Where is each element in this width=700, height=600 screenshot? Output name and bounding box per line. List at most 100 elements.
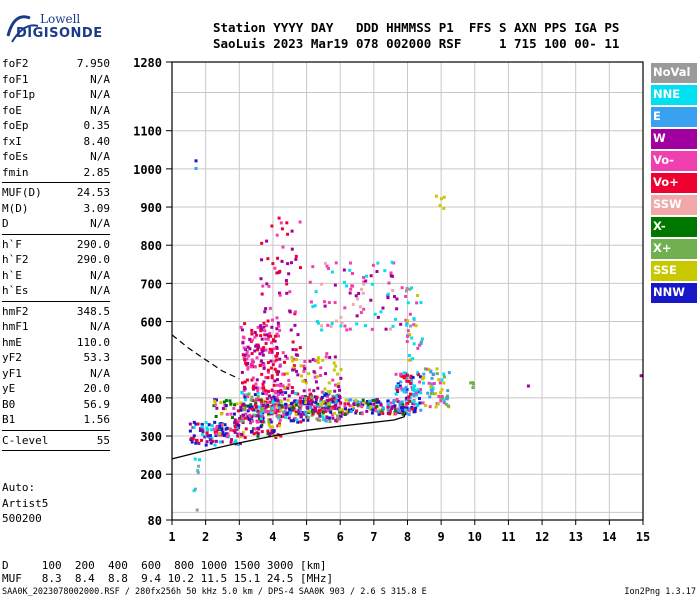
echo-point [381,411,385,415]
echo-point [398,404,402,408]
echo-point [362,282,366,286]
echo-point [281,410,285,414]
echo-point [266,432,270,436]
echo-point [408,381,412,385]
echo-point [261,382,265,386]
echo-point [250,358,254,362]
echo-point [258,363,262,367]
param-name: hmF2 [2,304,29,318]
echo-point [316,358,320,362]
echo-point [260,414,264,418]
echo-point [414,391,418,395]
echo-point [250,378,254,382]
echo-point [392,401,396,405]
echo-point [245,393,249,397]
echo-point [418,343,422,347]
echo-point [261,411,265,415]
echo-point [250,352,254,356]
echo-point [240,381,244,385]
echo-point [301,418,305,422]
echo-point [323,393,327,397]
echo-point [256,391,260,395]
echo-point [287,272,291,276]
echo-point [386,399,390,403]
echo-point [405,376,409,380]
x-tick-label: 13 [568,530,582,544]
echo-point [333,383,337,387]
echo-point [256,414,260,418]
echo-point [318,414,322,418]
echo-point [303,410,307,414]
echo-point [319,366,323,370]
echo-point [293,399,297,403]
echo-point [272,383,276,387]
echo-point [265,239,269,243]
echo-point [315,417,319,421]
echo-point [250,328,254,332]
echo-point [222,400,226,404]
echo-point [275,346,279,350]
echo-point [405,388,409,392]
echo-point [252,432,256,436]
echo-point [407,354,411,358]
echo-point [359,411,363,415]
echo-point [439,399,443,403]
echo-point [371,408,375,412]
echo-point [195,508,199,512]
echo-point [267,334,271,338]
y-tick-label: 80 [148,514,162,528]
param-separator [2,233,110,235]
echo-point [308,388,312,392]
y-tick-label: 1000 [133,163,162,177]
echo-point [323,406,327,410]
echo-point [267,389,271,393]
echo-point [381,407,385,411]
echo-point [253,349,257,353]
echo-point [329,407,333,411]
echo-point [319,410,323,414]
echo-point [418,380,422,384]
echo-point [436,402,440,406]
echo-point [229,412,233,416]
param-value: 290.0 [76,237,110,251]
echo-point [246,415,250,419]
echo-point [259,324,263,328]
echo-point [250,419,254,423]
param-row: hmF1 N/A [2,319,110,335]
echo-point [243,408,247,412]
echo-point [200,425,204,429]
echo-point [390,407,394,411]
echo-point [258,398,262,402]
echo-point [268,351,272,355]
echo-point [261,284,265,288]
echo-point [305,405,309,409]
echo-point [284,406,288,410]
echo-point [256,434,260,438]
echo-point [326,399,330,403]
echo-point [260,372,264,376]
x-tick-label: 9 [438,530,445,544]
legend-item: SSE [651,261,697,281]
echo-point [348,261,352,265]
echo-point [266,376,270,380]
echo-point [239,405,243,409]
echo-point [327,404,331,408]
echo-point [390,260,394,264]
echo-point [214,398,218,402]
echo-point [213,401,217,405]
echo-point [294,403,298,407]
echo-point [434,405,438,409]
echo-point [208,434,212,438]
version-label: Ion2Png 1.3.17 [624,587,696,597]
echo-point [434,194,438,198]
echo-point [409,374,413,378]
echo-point [224,432,228,436]
echo-point [413,402,417,406]
echo-point [285,291,289,295]
echo-point [351,404,355,408]
echo-point [430,376,434,380]
x-tick-label: 12 [535,530,549,544]
echo-point [386,408,390,412]
echo-point [405,322,409,326]
echo-point [198,428,202,432]
